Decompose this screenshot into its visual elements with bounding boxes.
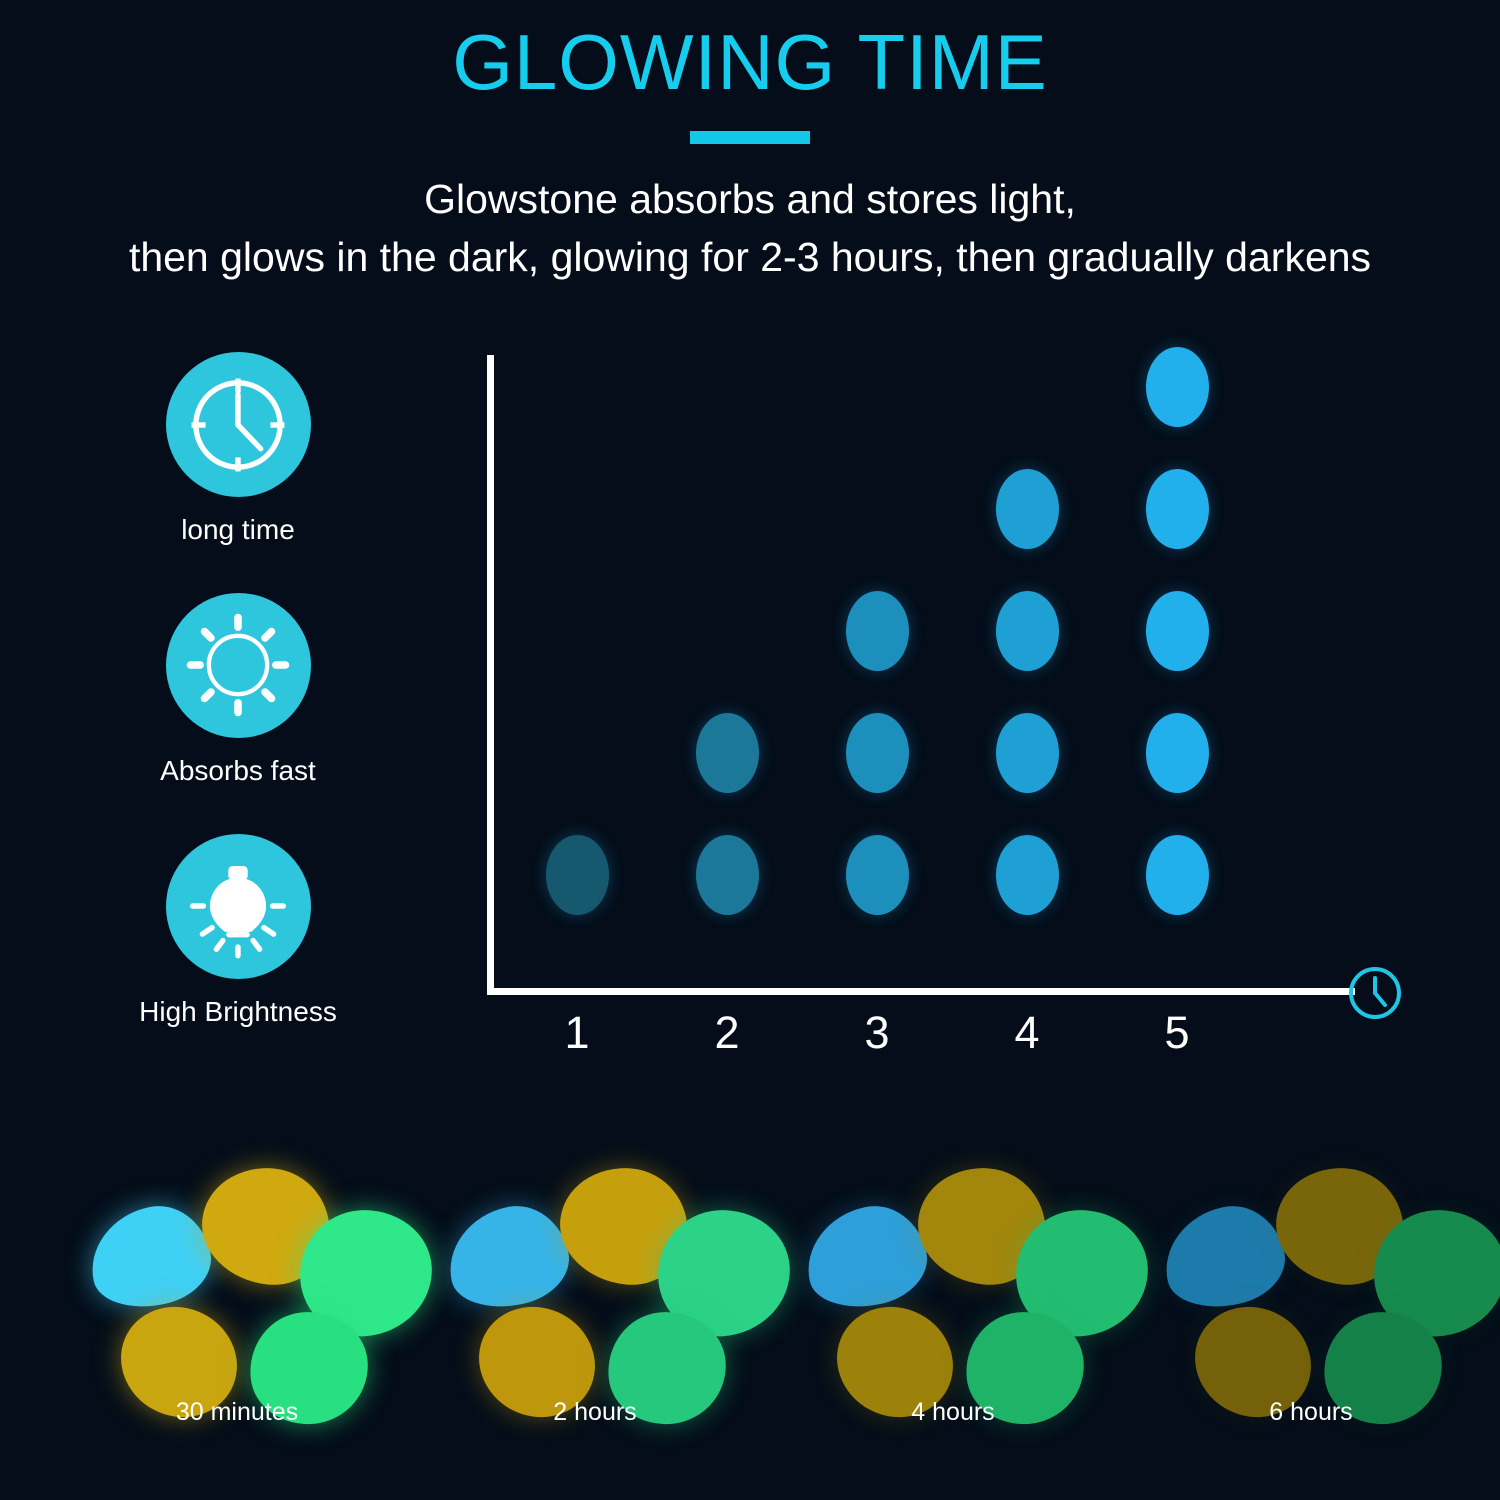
- chart-stone: [1145, 835, 1209, 915]
- subtitle-line-1: Glowstone absorbs and stores light,: [424, 176, 1076, 222]
- cyan-pebble: [1155, 1196, 1293, 1318]
- feature-high-brightness: High Brightness: [118, 833, 358, 1028]
- chart-stone: [845, 835, 909, 915]
- chart-stone: [995, 835, 1059, 915]
- timeline-group: 30 minutes: [72, 1150, 437, 1480]
- feature-absorbs-fast: Absorbs fast: [118, 592, 358, 787]
- sun-icon-badge: [165, 592, 311, 738]
- chart-column: [962, 469, 1092, 957]
- page-subtitle: Glowstone absorbs and stores light, then…: [0, 170, 1500, 286]
- lightbulb-icon: [184, 852, 292, 960]
- chart-stone: [1145, 347, 1209, 427]
- chart-column: [1112, 347, 1242, 957]
- chart-plot-area: [487, 347, 1357, 995]
- chart-stone: [695, 713, 759, 793]
- subtitle-line-2: then glows in the dark, glowing for 2-3 …: [128, 234, 1372, 281]
- feature-label: Absorbs fast: [160, 754, 316, 786]
- pebble-cluster: [430, 1150, 795, 1438]
- pebble-cluster: [72, 1150, 437, 1438]
- chart-stone: [695, 835, 759, 915]
- chart-column: [662, 713, 792, 957]
- feature-long-time: long time: [118, 352, 358, 546]
- timeline-group-label: 6 hours: [1269, 1398, 1353, 1426]
- axis-end-clock-icon: [1345, 963, 1405, 1028]
- sun-icon: [184, 611, 292, 719]
- chart-stone: [1145, 591, 1209, 671]
- chart-x-tick-label: 5: [1164, 1007, 1190, 1058]
- timeline-group-label: 30 minutes: [175, 1398, 299, 1426]
- clock-icon-badge: [165, 352, 311, 497]
- chart-x-tick-labels: 1 2 3 4 5: [487, 1010, 1357, 1070]
- chart-stone: [1145, 469, 1209, 549]
- chart-stone: [995, 591, 1059, 671]
- timeline-group: 2 hours: [430, 1150, 795, 1480]
- chart-x-tick-label: 4: [1014, 1007, 1040, 1058]
- chart-stone: [845, 713, 909, 793]
- chart-stone: [995, 469, 1059, 549]
- chart-column: [812, 591, 942, 957]
- chart-stone: [845, 591, 909, 671]
- chart-stone: [995, 713, 1059, 793]
- timeline-groups: 30 minutes 2 hours 4 hours 6 hours: [0, 1150, 1500, 1480]
- pebble-cluster: [1146, 1150, 1500, 1438]
- feature-list: long time: [118, 352, 358, 1027]
- page-title: GLOWING TIME: [452, 18, 1048, 106]
- clock-icon: [184, 371, 292, 479]
- timeline-group: 6 hours: [1146, 1150, 1500, 1480]
- cyan-pebble: [81, 1196, 219, 1318]
- feature-label: High Brightness: [139, 995, 337, 1027]
- chart-column: [512, 835, 642, 957]
- title-accent-bar: [690, 131, 810, 144]
- timeline-group-label: 2 hours: [553, 1398, 637, 1426]
- chart-stone: [1145, 713, 1209, 793]
- timeline-group-label: 4 hours: [911, 1398, 995, 1426]
- pebble-cluster: [788, 1150, 1153, 1438]
- chart-y-axis: [487, 355, 494, 995]
- feature-label: long time: [181, 514, 295, 545]
- chart-x-tick-label: 2: [714, 1007, 740, 1058]
- chart-x-tick-label: 1: [564, 1007, 590, 1058]
- lightbulb-icon-badge: [165, 833, 311, 979]
- cyan-pebble: [797, 1196, 935, 1318]
- cyan-pebble: [439, 1196, 577, 1318]
- chart-x-tick-label: 3: [864, 1007, 890, 1058]
- chart-stone: [545, 835, 609, 915]
- timeline-group: 4 hours: [788, 1150, 1153, 1480]
- chart-x-axis: [487, 988, 1355, 995]
- glow-duration-chart: [487, 347, 1357, 995]
